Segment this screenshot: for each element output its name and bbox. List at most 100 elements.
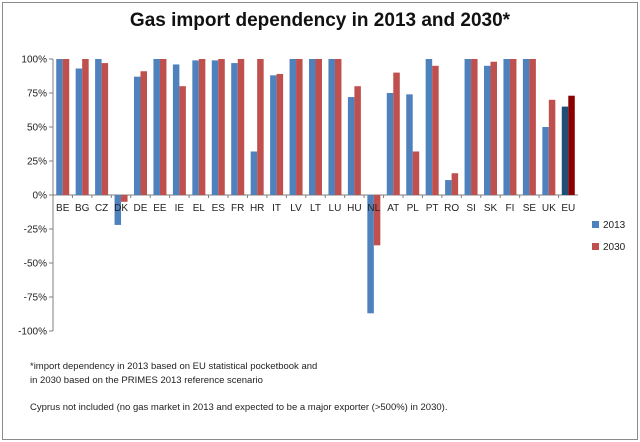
x-tick-label-be: BE (56, 203, 70, 214)
bar-2030-de (140, 71, 147, 195)
bar-2013-lv (289, 59, 297, 195)
x-tick-label-eu: EU (561, 203, 575, 214)
x-tick-label-fi: FI (505, 203, 514, 214)
footnote-line-2: in 2030 based on the PRIMES 2013 referen… (30, 375, 263, 386)
bar-2013-si (464, 59, 472, 195)
bar-2030-pt (432, 65, 439, 195)
bar-2030-at (393, 72, 400, 195)
x-tick-label-lt: LT (310, 203, 321, 214)
bar-2030-hu (354, 86, 361, 195)
bar-2013-ee (153, 59, 160, 195)
bar-2030-cz (101, 63, 109, 195)
x-tick-label-ro: RO (444, 203, 459, 214)
y-tick-label: 100% (21, 55, 47, 66)
legend-swatch-2013 (592, 221, 599, 228)
bar-2013-cz (95, 59, 102, 195)
bar-2013-lt (309, 59, 316, 195)
bar-2030-hr (257, 59, 264, 195)
x-tick-label-uk: UK (542, 203, 556, 214)
y-tick-label: -100% (18, 327, 47, 338)
legend-label-2030: 2030 (603, 242, 626, 253)
x-tick-label-pl: PL (407, 203, 420, 214)
bar-2013-lu (328, 59, 335, 195)
bar-2013-se (522, 59, 530, 195)
bars (56, 59, 575, 314)
x-tick-label-ie: IE (175, 203, 185, 214)
bar-2013-el (192, 60, 199, 195)
bar-2030-fr (237, 59, 245, 195)
bar-2013-pt (425, 59, 433, 195)
chart-title: Gas import dependency in 2013 and 2030* (129, 10, 511, 31)
bar-2030-be (62, 59, 70, 195)
bar-2030-se (529, 59, 536, 195)
bar-2030-nl (373, 195, 381, 246)
bar-2013-pl (406, 94, 413, 195)
bar-2013-ie (172, 64, 180, 195)
bar-2013-ro (445, 180, 452, 195)
x-tick-label-nl: NL (367, 203, 380, 214)
y-tick-label: -25% (24, 225, 47, 236)
bar-2013-it (270, 75, 277, 195)
y-tick-label: 25% (27, 157, 47, 168)
x-tick-label-hu: HU (347, 203, 361, 214)
legend-swatch-2030 (592, 243, 599, 250)
x-tick-label-se: SE (523, 203, 537, 214)
bar-2013-fr (231, 63, 238, 195)
y-tick-label: 75% (27, 89, 47, 100)
bar-2030-ee (159, 59, 167, 195)
bar-2013-sk (484, 65, 491, 195)
x-tick-label-el: EL (193, 203, 206, 214)
bar-2013-es (211, 60, 219, 195)
y-axis: 100% 75% 50% 25% 0% -25% -50% -75% -100% (18, 55, 578, 338)
bar-2030-pl (412, 151, 420, 195)
bar-2013-dk (114, 195, 122, 225)
bar-2030-bg (82, 59, 89, 195)
x-tick-label-at: AT (387, 203, 399, 214)
bar-2030-si (471, 59, 478, 195)
bar-2013-at (386, 93, 394, 195)
x-tick-label-ee: EE (153, 203, 167, 214)
x-tick-label-es: ES (212, 203, 226, 214)
bar-2013-hr (250, 151, 258, 195)
x-tick-label-si: SI (466, 203, 475, 214)
bar-2030-lu (334, 59, 342, 195)
bar-2030-es (218, 59, 225, 195)
bar-2013-eu (561, 106, 569, 195)
x-tick-label-pt: PT (426, 203, 439, 214)
x-tick-label-lu: LU (329, 203, 342, 214)
y-tick-label: 0% (33, 191, 48, 202)
x-axis-labels: BE BG CZ DK DE EE IE EL ES FR HR IT LV LT LU HU NL AT PL PT… (52, 195, 575, 214)
bar-2013-hu (347, 97, 355, 195)
x-tick-label-bg: BG (75, 203, 90, 214)
legend-label-2013: 2013 (603, 220, 626, 231)
bar-2013-nl (367, 195, 374, 314)
legend: 2013 2030 (592, 220, 626, 253)
bar-2030-it (276, 73, 284, 195)
bar-2030-el (198, 59, 206, 195)
bar-2030-lv (296, 59, 303, 195)
x-tick-label-lv: LV (290, 203, 302, 214)
bar-2030-lt (315, 59, 322, 195)
x-tick-label-de: DE (134, 203, 148, 214)
bar-2013-uk (542, 127, 549, 195)
bar-2030-dk (121, 195, 128, 202)
x-tick-label-it: IT (272, 203, 281, 214)
x-tick-label-sk: SK (484, 203, 498, 214)
bar-2030-ro (451, 173, 459, 195)
y-tick-label: -75% (24, 293, 47, 304)
bar-2030-fi (509, 59, 517, 195)
x-tick-label-hr: HR (250, 203, 264, 214)
bar-2030-sk (490, 61, 497, 195)
bar-2030-uk (548, 99, 556, 195)
y-tick-label: -50% (24, 259, 47, 270)
x-tick-label-cz: CZ (95, 203, 108, 214)
bar-2013-bg (75, 68, 83, 195)
y-tick-label: 50% (27, 123, 47, 134)
bar-2013-fi (503, 59, 510, 195)
x-tick-label-dk: DK (114, 203, 128, 214)
bar-2013-de (134, 76, 141, 195)
footnote-line-1: *import dependency in 2013 based on EU s… (30, 361, 318, 372)
bar-2030-ie (179, 86, 186, 195)
bar-2013-be (56, 59, 63, 195)
